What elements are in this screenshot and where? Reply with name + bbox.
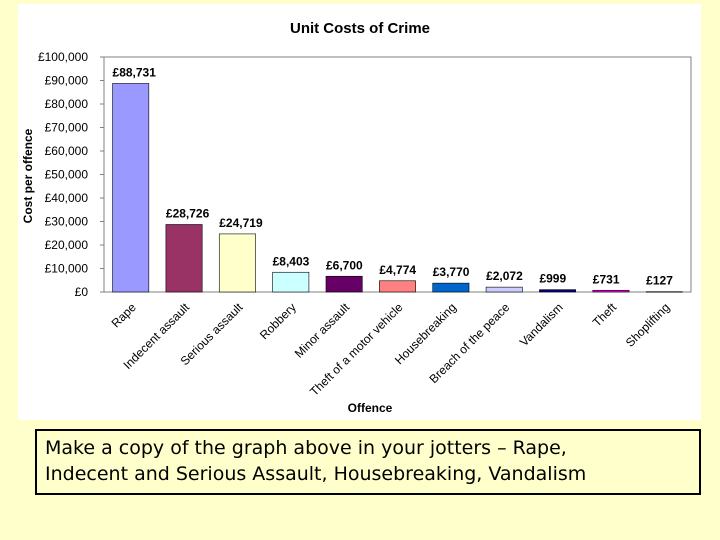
data-label: £6,700 [326, 258, 363, 272]
bar [272, 271, 310, 293]
y-tick-label: £70,000 [45, 121, 89, 135]
data-labels: £88,731 £28,726 £24,719 £8,403 £6,700 £4,774 £… [113, 65, 674, 287]
bar [379, 280, 416, 293]
y-tick-label: £0 [75, 285, 89, 299]
data-label: £731 [593, 272, 620, 286]
y-tick-label: £30,000 [45, 215, 89, 229]
bar [485, 286, 523, 293]
y-tick-label: £60,000 [45, 144, 89, 158]
data-label: £127 [646, 274, 673, 288]
category-label: Theft [590, 300, 620, 330]
y-tick-label: £10,000 [45, 262, 89, 276]
bars [112, 83, 683, 293]
bar [112, 83, 150, 293]
instruction-line-1: Make a copy of the graph above in your j… [45, 437, 567, 459]
data-label: £999 [539, 272, 566, 286]
y-tick-label: £80,000 [45, 97, 89, 111]
y-tick-label: £50,000 [45, 168, 89, 182]
y-tick-label: £40,000 [45, 191, 89, 205]
data-label: £2,072 [486, 269, 523, 283]
y-axis: £0 £10,000 £20,000 £30,000 £40,000 £50,000 £60… [38, 50, 104, 299]
bar [165, 224, 203, 293]
instruction-box: Make a copy of the graph above in your j… [35, 429, 701, 495]
bar [432, 282, 470, 293]
bar-chart: Unit Costs of Crime Cost per offence Off… [21, 20, 692, 415]
y-tick-label: £90,000 [45, 74, 89, 88]
data-label: £28,726 [166, 206, 210, 220]
data-label: £24,719 [219, 216, 263, 230]
x-axis-title: Offence [348, 401, 393, 415]
bar [325, 275, 363, 293]
category-label: Theft of a motor vehicle [307, 300, 406, 399]
instruction-line-2: Indecent and Serious Assault, Housebreak… [45, 463, 587, 485]
y-tick-label: £100,000 [38, 50, 88, 64]
chart-panel: Unit Costs of Crime Cost per offence Off… [18, 4, 701, 420]
category-label: Rape [109, 300, 139, 330]
data-label: £88,731 [113, 65, 157, 79]
data-label: £3,770 [433, 265, 470, 279]
data-label: £8,403 [273, 254, 310, 268]
category-label: Vandalism [517, 300, 566, 349]
bar [592, 289, 630, 293]
bar [539, 289, 577, 293]
category-label: Robbery [257, 300, 299, 342]
bar [218, 233, 256, 293]
chart-title: Unit Costs of Crime [290, 20, 430, 37]
category-label: Shoplifting [623, 300, 673, 350]
y-axis-title: Cost per offence [21, 128, 35, 223]
y-tick-label: £20,000 [45, 238, 89, 252]
bar [645, 291, 683, 293]
data-label: £4,774 [379, 263, 416, 277]
